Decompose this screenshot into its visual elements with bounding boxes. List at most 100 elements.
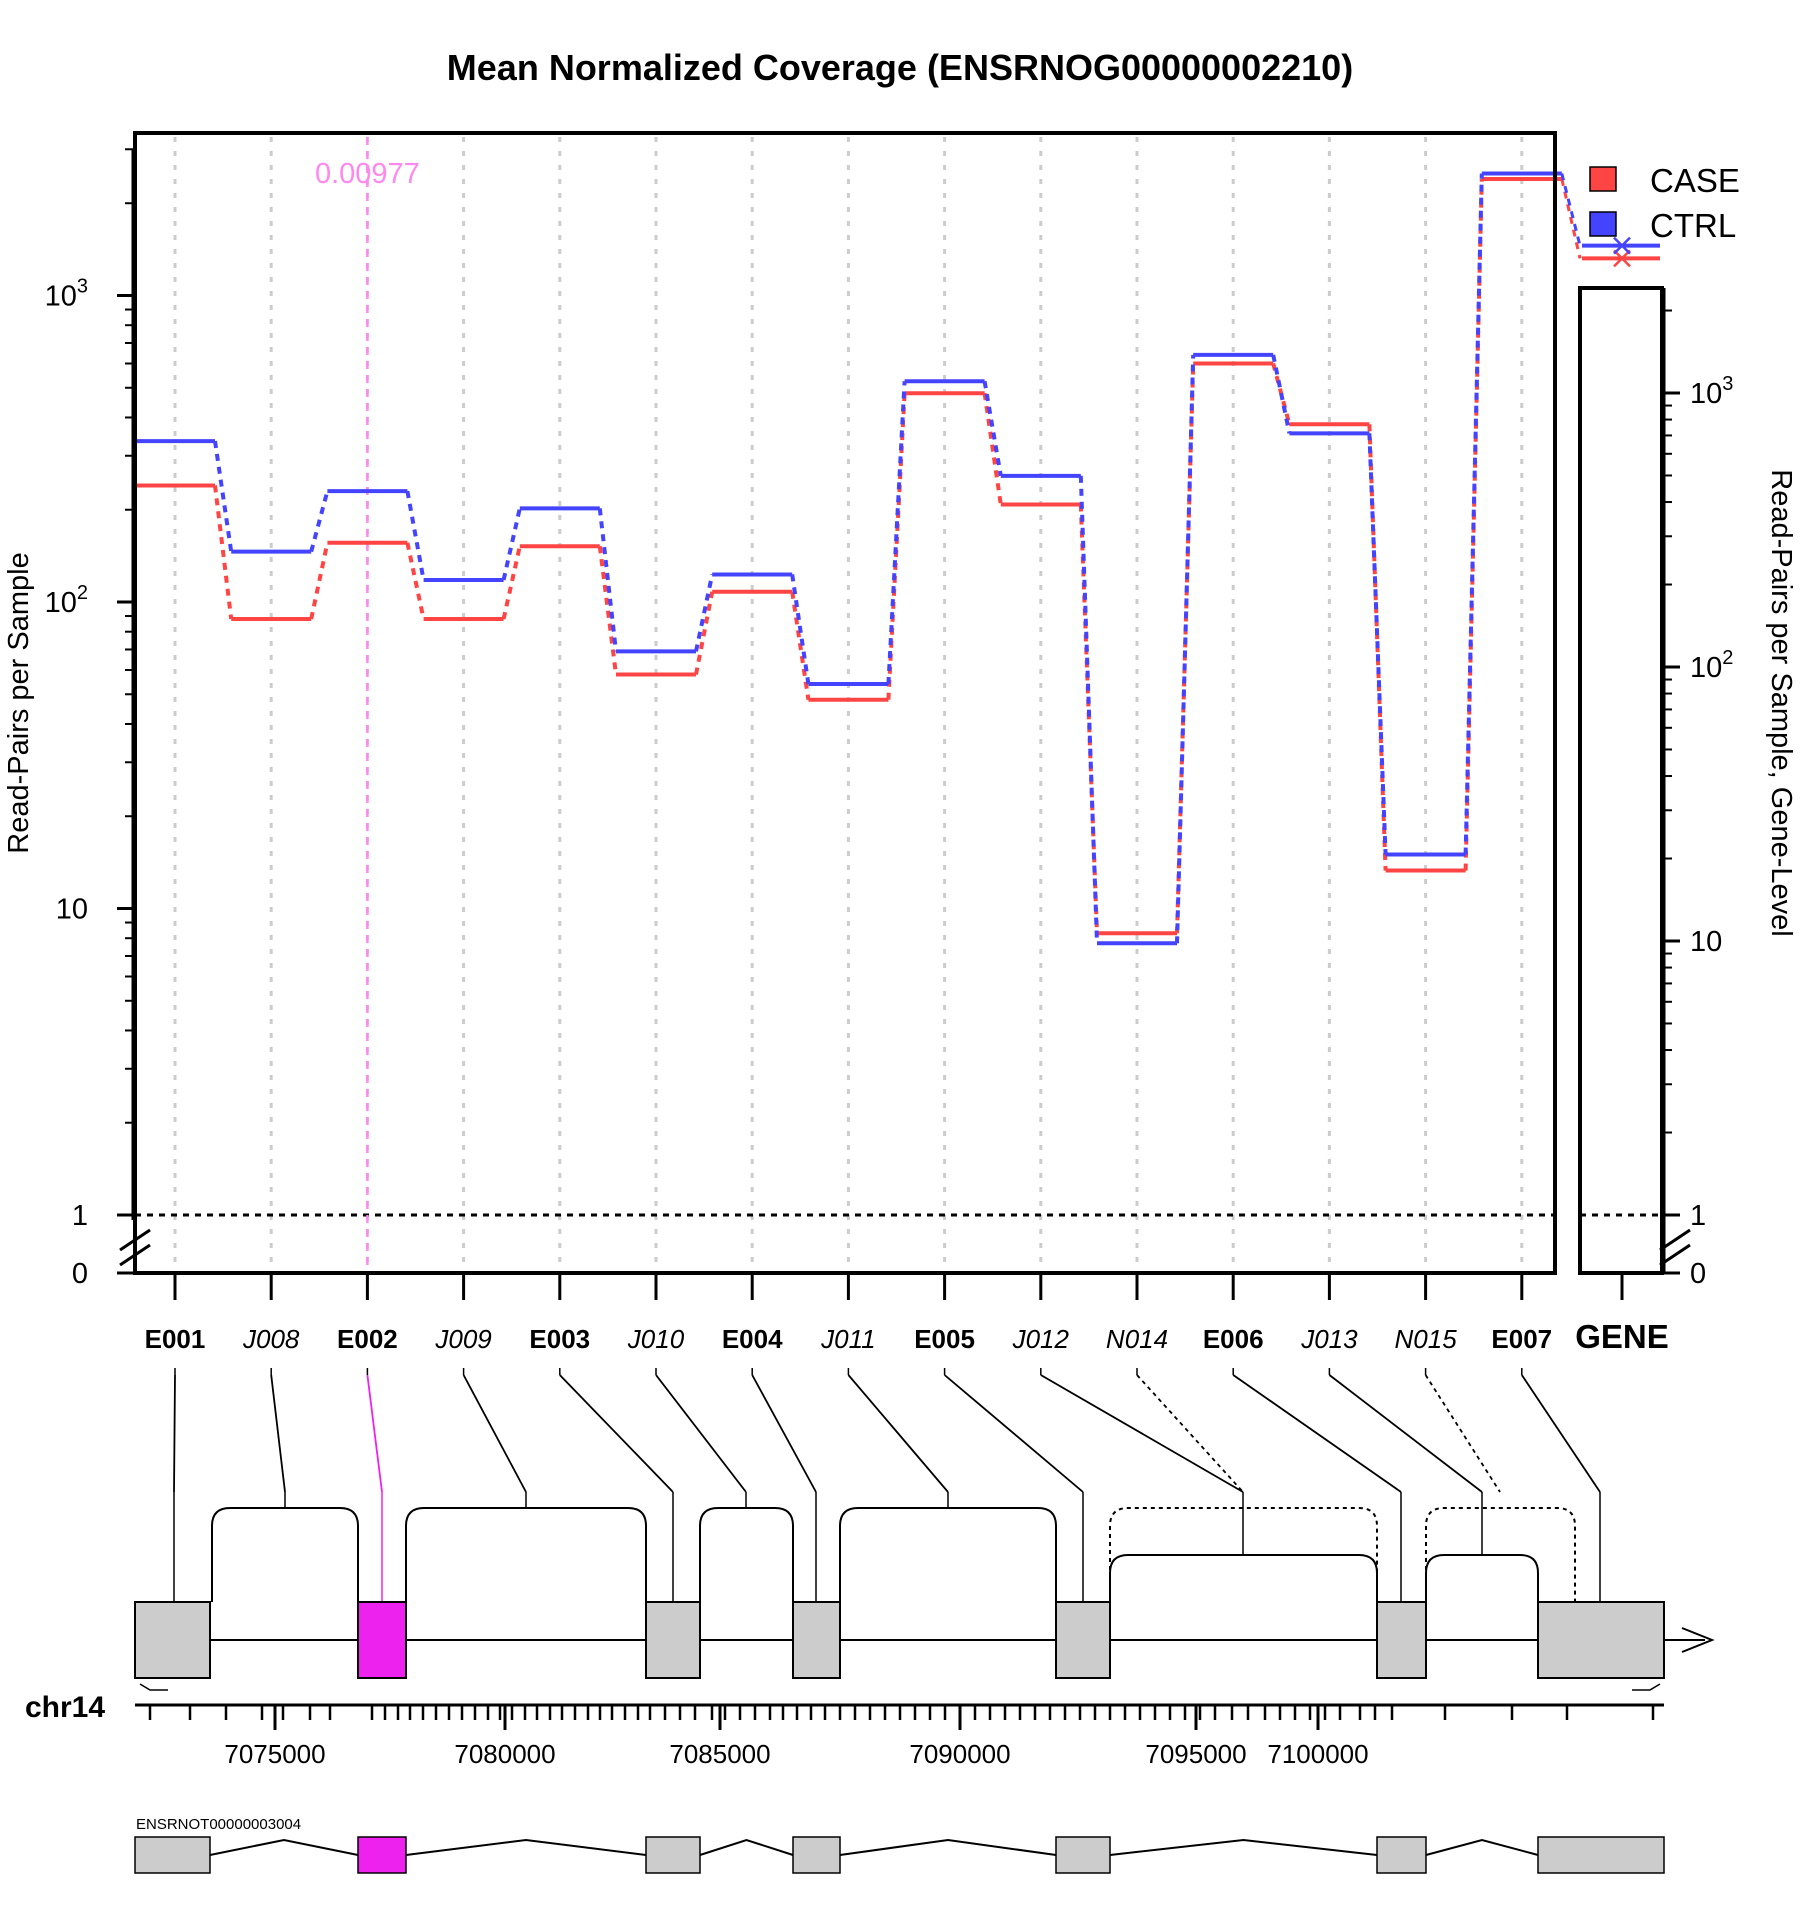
connector-j013 bbox=[1328, 1374, 1483, 1493]
y-tick-label-left-1: 10 bbox=[56, 894, 88, 926]
connector-e002 bbox=[366, 1374, 383, 1493]
connector-e004 bbox=[751, 1374, 817, 1493]
y-tick-label-left-2: 102 bbox=[45, 582, 88, 619]
exon-e006 bbox=[1376, 1601, 1427, 1679]
exon-e005 bbox=[1055, 1601, 1111, 1679]
transcript-exon-e007 bbox=[1537, 1836, 1665, 1874]
transcript-intron-4 bbox=[1109, 1838, 1378, 1856]
exon-e001 bbox=[134, 1601, 211, 1679]
feature-label-j013: J013 bbox=[1300, 1324, 1358, 1354]
junction-j008 bbox=[211, 1507, 359, 1602]
y-tick-label-left-zero: 0 bbox=[72, 1258, 88, 1290]
series-case-connector-0 bbox=[213, 485, 234, 620]
transcript-exon-e002 bbox=[357, 1836, 407, 1874]
series-case-connector-5 bbox=[694, 591, 715, 675]
transcript-intron-5 bbox=[1425, 1838, 1539, 1856]
transcript-label: ENSRNOT00000003004 bbox=[136, 1816, 301, 1833]
feature-label-j010: J010 bbox=[627, 1324, 685, 1354]
series-case-connector-3 bbox=[501, 545, 522, 620]
feature-label-n015: N015 bbox=[1395, 1324, 1458, 1354]
y-tick-label-right-2: 102 bbox=[1690, 647, 1733, 684]
series-case-connector-6 bbox=[790, 591, 811, 700]
connector-n015 bbox=[1424, 1374, 1501, 1493]
genome-tick-label-5: 7100000 bbox=[1267, 1739, 1368, 1769]
feature-label-e002: E002 bbox=[337, 1324, 398, 1354]
transcript-intron-2 bbox=[699, 1838, 794, 1856]
connector-j010 bbox=[655, 1374, 747, 1493]
series-case-connector-8 bbox=[982, 392, 1003, 505]
legend-swatch-ctrl bbox=[1589, 211, 1617, 237]
feature-label-e003: E003 bbox=[529, 1324, 590, 1354]
y-tick-label-right-zero: 0 bbox=[1690, 1258, 1706, 1290]
junction-j012 bbox=[1109, 1554, 1378, 1602]
bracket-left bbox=[139, 1683, 168, 1691]
series-case-connector-1 bbox=[309, 542, 330, 620]
junction-n014 bbox=[1109, 1507, 1378, 1602]
feature-label-j012: J012 bbox=[1012, 1324, 1070, 1354]
feature-label-e006: E006 bbox=[1203, 1324, 1264, 1354]
series-ctrl-connector-3 bbox=[501, 507, 522, 581]
y-tick-label-right-0: 1 bbox=[1690, 1200, 1706, 1232]
feature-labels: E001 J008 E002 J009 E003 J010 E004 J011 E005 J012… bbox=[135, 1271, 1624, 1354]
y-axis-label-right: Read-Pairs per Sample, Gene-Level bbox=[1765, 469, 1797, 936]
feature-connectors bbox=[173, 1368, 1601, 1602]
feature-label-e004: E004 bbox=[722, 1324, 783, 1354]
feature-label-e001: E001 bbox=[145, 1324, 206, 1354]
transcript-exon-e005 bbox=[1055, 1836, 1111, 1874]
junction-j013 bbox=[1425, 1554, 1539, 1602]
transcript-exon-e003 bbox=[645, 1836, 701, 1874]
series-ctrl-connector-8 bbox=[982, 380, 1003, 477]
genome-tick-label-3: 7090000 bbox=[909, 1739, 1010, 1769]
junction-n015 bbox=[1425, 1507, 1576, 1602]
feature-label-e007: E007 bbox=[1491, 1324, 1552, 1354]
junction-j011 bbox=[839, 1507, 1057, 1602]
connector-e007 bbox=[1521, 1374, 1601, 1493]
series-ctrl-connector-7 bbox=[886, 381, 907, 685]
legend: CASE CTRL bbox=[1589, 162, 1740, 244]
series-ctrl-connector-0 bbox=[213, 440, 234, 552]
series-ctrl-connector-1 bbox=[309, 490, 330, 553]
transcript-exon-e004 bbox=[792, 1836, 841, 1874]
series-ctrl-connector-4 bbox=[597, 508, 618, 652]
strand-arrow-icon bbox=[1681, 1627, 1715, 1653]
chart-title: Mean Normalized Coverage (ENSRNOG0000000… bbox=[447, 47, 1353, 88]
exon-e007 bbox=[1537, 1601, 1665, 1679]
junction-j009 bbox=[405, 1507, 647, 1602]
axis-break-right bbox=[1659, 1228, 1691, 1267]
transcript-intron-3 bbox=[839, 1838, 1057, 1856]
feature-label-j009: J009 bbox=[434, 1324, 491, 1354]
transcript-intron-1 bbox=[405, 1838, 647, 1856]
feature-label-j011: J011 bbox=[820, 1324, 875, 1354]
genome-tick-label-0: 7075000 bbox=[224, 1739, 325, 1769]
connector-e006 bbox=[1232, 1374, 1402, 1493]
connector-e003 bbox=[559, 1374, 674, 1493]
transcript-model bbox=[134, 1836, 1665, 1874]
connector-e001 bbox=[173, 1374, 176, 1493]
y-tick-label-left-0: 1 bbox=[72, 1200, 88, 1232]
connector-n014 bbox=[1136, 1374, 1244, 1493]
junction-j010 bbox=[699, 1507, 794, 1602]
y-axis-left: 1 10 102 103 0 bbox=[45, 148, 151, 1290]
y-axis-right: 1 10 102 103 0 bbox=[1659, 288, 1733, 1290]
feature-label-n014: N014 bbox=[1106, 1324, 1168, 1354]
exon-e002 bbox=[357, 1601, 407, 1679]
series-layer bbox=[135, 171, 1660, 946]
gene-model bbox=[134, 1507, 1715, 1691]
y-tick-label-left-3: 103 bbox=[45, 276, 88, 313]
transcript-exon-e006 bbox=[1376, 1836, 1427, 1874]
series-ctrl-connector-5 bbox=[694, 574, 715, 652]
legend-swatch-case bbox=[1589, 166, 1617, 192]
connector-j012 bbox=[1040, 1374, 1244, 1493]
genome-axis: 7075000 7080000 7085000 7090000 7095000 71000… bbox=[135, 1703, 1664, 1769]
gene-level-marker-ctrl bbox=[1613, 236, 1631, 255]
series-case-connector-4 bbox=[597, 546, 618, 675]
connector-j009 bbox=[462, 1374, 527, 1493]
genome-tick-label-2: 7085000 bbox=[669, 1739, 770, 1769]
connector-j008 bbox=[270, 1374, 286, 1493]
y-axis-label-left: Read-Pairs per Sample bbox=[3, 552, 35, 853]
feature-label-e005: E005 bbox=[914, 1324, 975, 1354]
transcript-exon-e001 bbox=[134, 1836, 211, 1874]
grid-lines bbox=[135, 137, 1662, 1271]
exon-e003 bbox=[645, 1601, 701, 1679]
